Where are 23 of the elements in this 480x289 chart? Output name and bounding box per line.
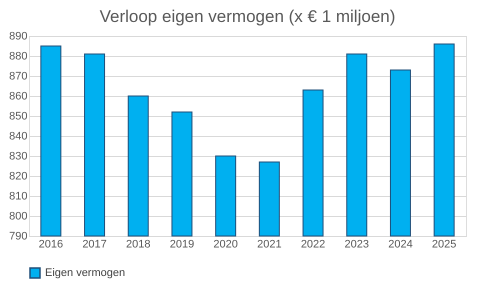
x-tick-label: 2021 <box>257 238 282 250</box>
x-tick-label: 2017 <box>82 238 107 250</box>
x-tick-label: 2025 <box>432 238 456 250</box>
y-tick-label: 840 <box>9 130 28 142</box>
x-tick-label: 2020 <box>213 238 238 250</box>
y-tick-label: 860 <box>9 90 28 102</box>
x-tick-label: 2022 <box>300 238 326 250</box>
y-tick-label: 820 <box>9 170 28 182</box>
x-tick-label: 2024 <box>388 238 413 250</box>
y-tick-label: 880 <box>9 50 28 62</box>
y-tick-label: 800 <box>9 210 28 222</box>
legend-label: Eigen vermogen <box>45 267 126 279</box>
x-tick-label: 2018 <box>126 238 150 250</box>
y-tick-label: 850 <box>9 110 28 122</box>
x-tick-label: 2023 <box>344 238 369 250</box>
y-tick-label: 810 <box>9 190 28 202</box>
x-tick-label: 2019 <box>170 238 194 250</box>
y-tick-label: 790 <box>9 230 28 242</box>
y-tick-label: 890 <box>9 30 28 42</box>
chart-title: Verloop eigen vermogen (x € 1 miljoen) <box>100 7 396 26</box>
y-tick-label: 830 <box>9 150 28 162</box>
x-tick-label: 2016 <box>38 238 64 250</box>
y-tick-label: 870 <box>9 70 28 82</box>
